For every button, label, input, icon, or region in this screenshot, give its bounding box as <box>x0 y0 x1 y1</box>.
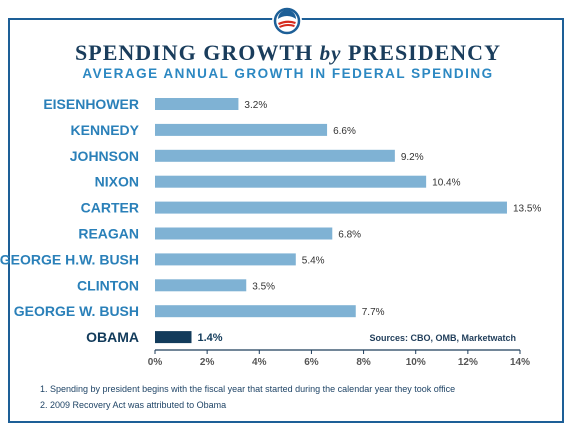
value-label: 1.4% <box>198 332 223 344</box>
value-label: 3.2% <box>244 100 267 111</box>
value-label: 6.6% <box>333 126 356 137</box>
chart-frame <box>8 18 564 423</box>
title-by: by <box>319 41 342 65</box>
category-label: GEORGE W. BUSH <box>14 303 139 319</box>
value-labels-group: 3.2% 6.6% 9.2% 10.4% 13.5% 6.8% 5.4% 3.5% 7.7% 1.… <box>198 100 542 344</box>
x-tick-label: 10% <box>406 357 426 368</box>
bar-johnson <box>155 149 395 162</box>
category-label: NIXON <box>95 174 139 190</box>
chart-title: SPENDING GROWTH by PRESIDENCY <box>0 40 576 66</box>
bar-reagan <box>155 227 333 240</box>
value-label: 7.7% <box>362 307 385 318</box>
x-tick-label: 0% <box>148 357 163 368</box>
bar-carter <box>155 201 507 214</box>
category-label: CARTER <box>81 200 139 216</box>
title-part1: SPENDING GROWTH <box>75 40 314 65</box>
x-tick-label: 6% <box>304 357 319 368</box>
bar-obama <box>155 331 192 344</box>
value-label: 6.8% <box>338 230 361 241</box>
category-label: EISENHOWER <box>43 96 139 112</box>
footnote-2: 2. 2009 Recovery Act was attributed to O… <box>40 400 227 410</box>
source-note: Sources: CBO, OMB, Marketwatch <box>369 333 516 343</box>
bars-group <box>155 98 507 344</box>
category-label: GEORGE H.W. BUSH <box>0 251 139 267</box>
chart-subtitle: AVERAGE ANNUAL GROWTH IN FEDERAL SPENDIN… <box>82 66 494 81</box>
bar-george-w-bush <box>155 305 356 318</box>
value-label: 13.5% <box>513 204 541 215</box>
bar-nixon <box>155 175 427 188</box>
x-tick-label: 8% <box>356 357 371 368</box>
value-label: 5.4% <box>302 255 325 266</box>
value-label: 10.4% <box>432 178 460 189</box>
category-labels-group: EISENHOWER KENNEDY JOHNSON NIXON CARTER REAGA… <box>0 96 140 345</box>
bar-eisenhower <box>155 98 239 110</box>
x-ticks-group: 0% 2% 4% 6% 8% 10% 12% 14% <box>148 350 530 368</box>
category-label: OBAMA <box>86 329 139 345</box>
bar-george-h-w-bush <box>155 253 296 266</box>
x-tick-label: 12% <box>458 357 478 368</box>
category-label: CLINTON <box>77 277 139 293</box>
x-tick-label: 4% <box>252 357 267 368</box>
footnote-1: 1. Spending by president begins with the… <box>40 384 456 394</box>
x-tick-label: 2% <box>200 357 215 368</box>
bar-clinton <box>155 279 247 292</box>
value-label: 9.2% <box>401 152 424 163</box>
bar-kennedy <box>155 123 328 136</box>
campaign-logo <box>272 6 302 36</box>
x-tick-label: 14% <box>510 357 530 368</box>
category-label: REAGAN <box>78 226 139 242</box>
category-label: JOHNSON <box>70 148 139 164</box>
title-part2: PRESIDENCY <box>347 40 501 65</box>
value-label: 3.5% <box>252 281 275 292</box>
category-label: KENNEDY <box>71 122 140 138</box>
